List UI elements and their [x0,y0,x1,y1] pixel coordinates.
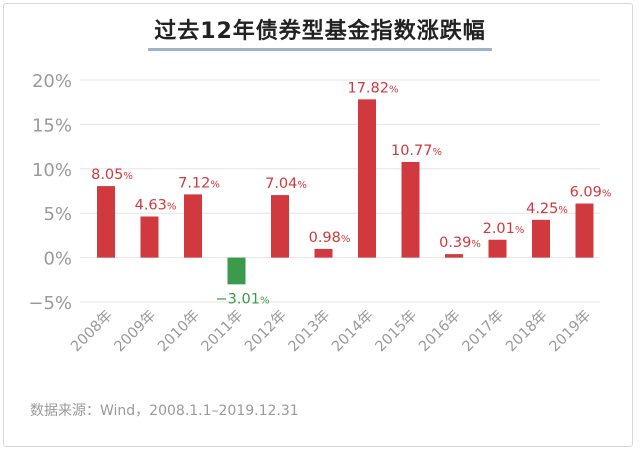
y-tick-label: 0% [43,249,72,270]
chart-title: 过去12年债券型基金指数涨跌幅 [148,13,492,51]
data-source-note: 数据来源：Wind，2008.1.1–2019.12.31 [30,403,299,419]
data-label: 0.98% [309,230,351,246]
y-tick-label: 10% [32,160,72,181]
x-tick-label: 2019年 [546,307,594,355]
bar [575,203,594,258]
data-label: 10.77% [391,143,442,159]
data-label: 4.63% [135,197,177,213]
data-label: 2.01% [483,221,525,237]
bar [358,99,376,258]
x-tick-label: 2015年 [372,307,420,355]
x-tick-label: 2013年 [285,307,333,355]
x-tick-label: 2016年 [415,307,463,355]
bar [184,194,202,258]
bar [271,195,289,258]
x-tick-label: 2014年 [328,307,376,355]
data-label: 0.39% [439,235,481,251]
data-label: −3.01% [216,291,270,307]
data-label: 7.12% [178,175,220,191]
data-label: 8.05% [91,167,133,183]
bar [532,219,550,258]
x-tick-label: 2017年 [459,307,507,355]
bar [227,257,246,285]
bar [140,216,159,258]
bar [401,161,420,258]
chart-title-wrap: 过去12年债券型基金指数涨跌幅 [0,13,640,51]
x-tick-label: 2011年 [198,307,246,355]
y-tick-label: 15% [32,115,72,136]
x-tick-label: 2010年 [154,307,202,355]
bar [97,186,115,258]
x-tick-label: 2008年 [67,307,115,355]
y-tick-label: −5% [28,293,72,314]
y-tick-label: 20% [32,71,72,92]
bar [445,254,463,258]
bar [314,248,333,258]
x-tick-label: 2018年 [502,307,550,355]
data-label: 7.04% [265,176,307,192]
y-tick-label: 5% [43,204,72,225]
data-label: 4.25% [526,201,568,217]
x-tick-label: 2012年 [241,307,289,355]
bar [488,239,507,258]
data-label: 17.82% [347,80,398,96]
x-tick-label: 2009年 [111,307,159,355]
data-label: 6.09% [570,185,612,201]
